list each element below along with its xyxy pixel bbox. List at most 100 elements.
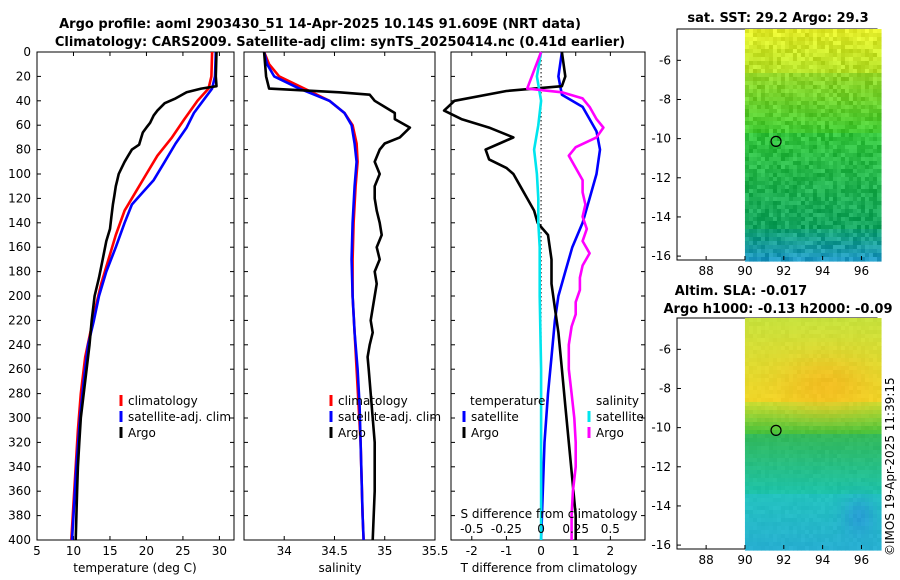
map-cell bbox=[816, 189, 822, 194]
map-cell bbox=[744, 145, 750, 150]
map-cell bbox=[804, 93, 810, 98]
map-cell bbox=[820, 390, 826, 395]
map-cell bbox=[812, 145, 818, 150]
map-cell bbox=[864, 237, 870, 242]
map-cell bbox=[756, 197, 762, 202]
map-cell bbox=[768, 189, 774, 194]
map-cell bbox=[796, 189, 802, 194]
map-cell bbox=[832, 366, 838, 371]
map-cell bbox=[828, 374, 834, 379]
map-cell bbox=[796, 482, 802, 487]
map-cell bbox=[824, 65, 830, 70]
map-cell bbox=[800, 253, 806, 258]
map-cell bbox=[864, 466, 870, 471]
map-cell bbox=[768, 193, 774, 198]
map-cell bbox=[840, 486, 846, 491]
map-cell bbox=[804, 145, 810, 150]
map-cell bbox=[796, 197, 802, 202]
map-cell bbox=[772, 181, 778, 186]
map-cell bbox=[832, 334, 838, 339]
map-cell bbox=[816, 137, 822, 142]
map-cell bbox=[764, 233, 770, 238]
map-cell bbox=[744, 530, 750, 535]
map-cell bbox=[848, 85, 854, 90]
map-cell bbox=[792, 402, 798, 407]
map-cell bbox=[848, 494, 854, 499]
map-cell bbox=[828, 370, 834, 375]
map-cell bbox=[848, 518, 854, 523]
map-cell bbox=[752, 53, 758, 58]
map-cell bbox=[772, 418, 778, 423]
map-cell bbox=[860, 109, 866, 114]
map-cell bbox=[784, 358, 790, 363]
map-cell bbox=[832, 502, 838, 507]
map-cell bbox=[868, 442, 874, 447]
map-cell bbox=[756, 237, 762, 242]
map-cell bbox=[748, 153, 754, 158]
map-cell bbox=[840, 221, 846, 226]
map-cell bbox=[760, 398, 766, 403]
map-cell bbox=[776, 249, 782, 254]
map-cell bbox=[760, 161, 766, 166]
map-cell bbox=[856, 474, 862, 479]
map-cell bbox=[832, 506, 838, 511]
map-cell bbox=[816, 462, 822, 467]
map-cell bbox=[784, 237, 790, 242]
map-cell bbox=[860, 177, 866, 182]
x-tick-label: 35 bbox=[377, 544, 392, 558]
map-cell bbox=[852, 482, 858, 487]
map-cell bbox=[772, 53, 778, 58]
map-cell bbox=[864, 229, 870, 234]
map-cell bbox=[812, 474, 818, 479]
map-cell bbox=[744, 342, 750, 347]
map-cell bbox=[844, 330, 850, 335]
map-cell bbox=[800, 181, 806, 186]
map-cell bbox=[800, 358, 806, 363]
map-cell bbox=[844, 366, 850, 371]
map-cell bbox=[792, 89, 798, 94]
map-cell bbox=[788, 201, 794, 206]
map-cell bbox=[776, 201, 782, 206]
map-cell bbox=[872, 494, 878, 499]
map-cell bbox=[828, 73, 834, 78]
map-cell bbox=[844, 185, 850, 190]
map-cell bbox=[840, 466, 846, 471]
map-cell bbox=[848, 378, 854, 383]
map-cell bbox=[788, 450, 794, 455]
map-cell bbox=[808, 213, 814, 218]
map-cell bbox=[744, 93, 750, 98]
map-cell bbox=[748, 185, 754, 190]
map-cell bbox=[828, 494, 834, 499]
map-cell bbox=[864, 538, 870, 543]
map-cell bbox=[808, 546, 814, 551]
map-cell bbox=[756, 442, 762, 447]
map-cell bbox=[852, 241, 858, 246]
map-cell bbox=[876, 318, 882, 323]
map-cell bbox=[816, 406, 822, 411]
map-cell bbox=[848, 534, 854, 539]
map-cell bbox=[836, 530, 842, 535]
map-cell bbox=[792, 101, 798, 106]
map-cell bbox=[768, 245, 774, 250]
map-cell bbox=[772, 177, 778, 182]
map-cell bbox=[748, 69, 754, 74]
map-cell bbox=[776, 109, 782, 114]
map-cell bbox=[792, 386, 798, 391]
map-cell bbox=[828, 430, 834, 435]
map-cell bbox=[792, 406, 798, 411]
map-cell bbox=[792, 69, 798, 74]
map-cell bbox=[784, 233, 790, 238]
map-cell bbox=[840, 161, 846, 166]
map-cell bbox=[756, 410, 762, 415]
map-cell bbox=[788, 41, 794, 46]
map-cell bbox=[808, 141, 814, 146]
map-cell bbox=[784, 229, 790, 234]
map-cell bbox=[848, 205, 854, 210]
map-cell bbox=[776, 33, 782, 38]
map-cell bbox=[832, 73, 838, 78]
map-cell bbox=[808, 173, 814, 178]
map-cell bbox=[804, 49, 810, 54]
map-cell bbox=[752, 502, 758, 507]
map-cell bbox=[744, 486, 750, 491]
map-cell bbox=[744, 41, 750, 46]
